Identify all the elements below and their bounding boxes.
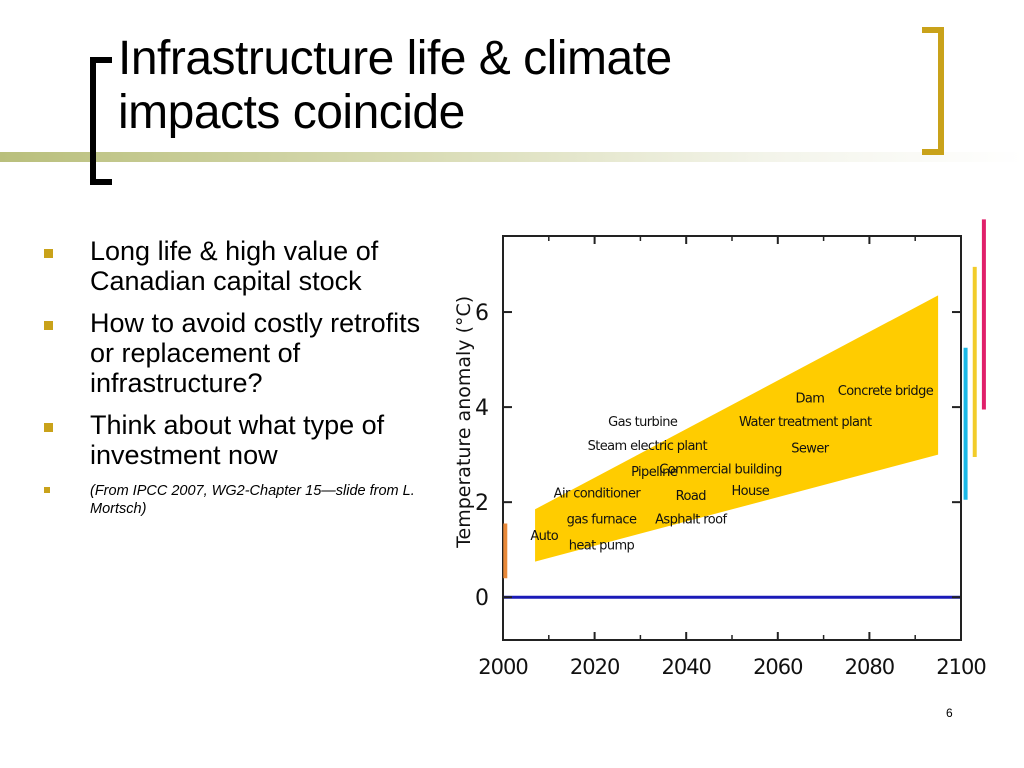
annotation-label: gas furnace bbox=[567, 513, 637, 528]
x-tick-label: 2060 bbox=[753, 655, 802, 679]
projection-band bbox=[535, 295, 939, 562]
annotation-label: Auto bbox=[530, 529, 558, 544]
annotation-label: Pipeline bbox=[631, 465, 678, 480]
slide-number: 6 bbox=[946, 706, 953, 720]
bullet-square-icon bbox=[44, 487, 50, 493]
bullet-text: Think about what type of investment now bbox=[90, 410, 385, 470]
title-underline bbox=[0, 152, 1024, 162]
citation-item: (From IPCC 2007, WG2-Chapter 15—slide fr… bbox=[44, 482, 424, 518]
y-axis-label: Temperature anomaly (°C) bbox=[453, 296, 475, 549]
annotation-label: Concrete bridge bbox=[838, 384, 934, 399]
x-tick-label: 2000 bbox=[478, 655, 527, 679]
temperature-chart: 0 2 4 6 2000 2020 2040 2060 2080 2100 Temperature … bbox=[453, 219, 987, 679]
bullet-square-icon bbox=[44, 423, 53, 432]
x-tick-label: 2100 bbox=[936, 655, 985, 679]
annotation-label: Road bbox=[676, 489, 707, 504]
annotation-label: Asphalt roof bbox=[655, 513, 727, 528]
right-bracket-icon bbox=[922, 27, 944, 155]
annotation-label: Gas turbine bbox=[608, 415, 678, 430]
y-tick-label: 6 bbox=[475, 301, 489, 326]
y-tick-label: 0 bbox=[475, 586, 489, 611]
bullet-text: How to avoid costly retrofits or replace… bbox=[90, 308, 421, 398]
bullet-item: How to avoid costly retrofits or replace… bbox=[44, 308, 424, 398]
x-tick-label: 2020 bbox=[570, 655, 619, 679]
title-line-1: Infrastructure life & climate bbox=[118, 32, 672, 85]
annotation-label: Air conditioner bbox=[554, 486, 642, 501]
bullet-item: Think about what type of investment now bbox=[44, 410, 424, 470]
annotation-label: Steam electric plant bbox=[588, 439, 708, 454]
y-tick-label: 2 bbox=[475, 491, 489, 516]
annotation-label: Sewer bbox=[791, 441, 829, 456]
title-line-2: impacts coincide bbox=[118, 86, 465, 139]
bullet-text: Long life & high value of Canadian capit… bbox=[90, 236, 379, 296]
slide-title: Infrastructure life & climate impacts co… bbox=[118, 32, 898, 140]
bullet-square-icon bbox=[44, 321, 53, 330]
bullet-square-icon bbox=[44, 249, 53, 258]
annotation-label: House bbox=[731, 484, 769, 499]
annotation-label: Commercial building bbox=[659, 463, 782, 478]
bullet-item: Long life & high value of Canadian capit… bbox=[44, 236, 424, 296]
x-tick-label: 2040 bbox=[661, 655, 710, 679]
annotation-label: heat pump bbox=[569, 539, 635, 554]
left-bracket-icon bbox=[90, 57, 112, 185]
y-tick-label: 4 bbox=[475, 396, 489, 421]
bullet-list: Long life & high value of Canadian capit… bbox=[44, 236, 424, 530]
x-tick-label: 2080 bbox=[845, 655, 894, 679]
citation-text: (From IPCC 2007, WG2-Chapter 15—slide fr… bbox=[90, 483, 415, 517]
annotation-label: Water treatment plant bbox=[739, 415, 872, 430]
annotation-label: Dam bbox=[795, 391, 824, 406]
